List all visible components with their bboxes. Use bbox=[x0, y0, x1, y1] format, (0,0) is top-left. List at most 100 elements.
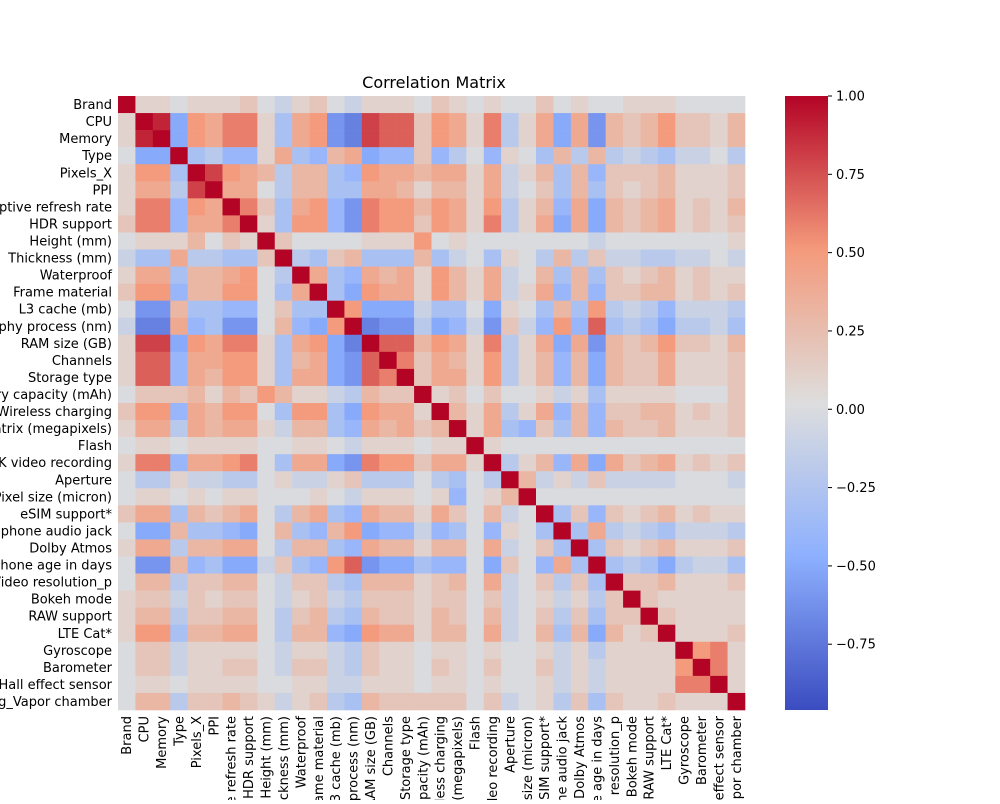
heatmap-cell bbox=[657, 266, 676, 284]
heatmap-cell bbox=[640, 215, 659, 233]
heatmap-cell bbox=[588, 249, 606, 267]
x-tick-label: Battery capacity (mAh) bbox=[416, 716, 431, 800]
heatmap-cell bbox=[257, 96, 276, 114]
heatmap-cell bbox=[205, 181, 223, 199]
heatmap-cell bbox=[675, 420, 694, 438]
heatmap-cell bbox=[344, 385, 363, 404]
heatmap-cell bbox=[396, 675, 415, 694]
heatmap-cell bbox=[152, 420, 171, 438]
heatmap-cell bbox=[483, 317, 502, 336]
heatmap-cell bbox=[257, 471, 276, 489]
heatmap-cell bbox=[205, 590, 223, 608]
heatmap-cell bbox=[605, 215, 624, 233]
heatmap-cell bbox=[414, 266, 432, 284]
heatmap-cell bbox=[239, 130, 258, 148]
heatmap-cell bbox=[692, 130, 711, 148]
heatmap-cell bbox=[170, 164, 188, 182]
heatmap-cell bbox=[135, 590, 154, 608]
heatmap-cell bbox=[570, 403, 589, 421]
heatmap-cell bbox=[344, 130, 363, 148]
heatmap-cell bbox=[292, 403, 310, 421]
heatmap-cell bbox=[640, 607, 659, 626]
heatmap-cell bbox=[501, 113, 519, 131]
heatmap-cell bbox=[379, 420, 397, 438]
heatmap-cell bbox=[727, 692, 746, 711]
heatmap-cell bbox=[553, 471, 572, 489]
heatmap-cell bbox=[205, 454, 223, 472]
heatmap-cell bbox=[588, 624, 606, 643]
heatmap-cell bbox=[222, 590, 241, 608]
heatmap-cell bbox=[414, 488, 432, 506]
heatmap-cell bbox=[152, 658, 171, 677]
heatmap-cell bbox=[675, 692, 694, 711]
heatmap-cell bbox=[570, 181, 589, 199]
x-tick-label: LTE Cat* bbox=[660, 716, 675, 771]
heatmap-cell bbox=[118, 181, 136, 199]
heatmap-cell bbox=[274, 249, 293, 267]
heatmap-cell bbox=[466, 351, 485, 370]
heatmap-cell bbox=[570, 488, 589, 506]
heatmap-cell bbox=[327, 437, 345, 455]
heatmap-cell bbox=[588, 658, 606, 677]
heatmap-cell bbox=[553, 522, 572, 540]
heatmap-cell bbox=[274, 590, 293, 608]
heatmap-cell bbox=[205, 607, 223, 626]
heatmap-cell bbox=[344, 522, 363, 540]
heatmap-cell bbox=[379, 692, 397, 711]
heatmap-cell bbox=[239, 454, 258, 472]
heatmap-cell bbox=[396, 317, 415, 336]
heatmap-cell bbox=[448, 181, 467, 199]
heatmap-cell bbox=[640, 692, 659, 711]
heatmap-cell bbox=[483, 505, 502, 523]
heatmap-cell bbox=[205, 198, 223, 216]
heatmap-cell bbox=[187, 641, 206, 660]
heatmap-cell bbox=[570, 351, 589, 370]
x-tick-label: Phone age in days bbox=[590, 716, 605, 800]
heatmap-cell bbox=[135, 266, 154, 284]
heatmap-cell bbox=[588, 147, 606, 165]
heatmap-cell bbox=[135, 471, 154, 489]
heatmap-cell bbox=[570, 334, 589, 353]
heatmap-cell bbox=[396, 607, 415, 626]
heatmap-cell bbox=[501, 181, 519, 199]
heatmap-cell bbox=[222, 266, 241, 284]
heatmap-cell bbox=[518, 607, 537, 626]
heatmap-cell bbox=[448, 266, 467, 284]
x-tick-label: PPI bbox=[207, 716, 222, 736]
heatmap-cell bbox=[640, 420, 659, 438]
heatmap-cell bbox=[414, 164, 432, 182]
heatmap-cell bbox=[448, 420, 467, 438]
heatmap-cell bbox=[536, 505, 554, 523]
heatmap-cell bbox=[205, 385, 223, 404]
heatmap-cell bbox=[657, 300, 676, 319]
heatmap-cell bbox=[483, 692, 502, 711]
heatmap-cell bbox=[657, 351, 676, 370]
heatmap-cell bbox=[257, 300, 276, 319]
heatmap-cell bbox=[640, 641, 659, 660]
heatmap-cell bbox=[710, 437, 728, 455]
heatmap-cell bbox=[483, 232, 502, 250]
heatmap-cell bbox=[257, 215, 276, 233]
heatmap-cell bbox=[710, 385, 728, 404]
heatmap-cell bbox=[588, 539, 606, 557]
heatmap-cell bbox=[675, 488, 694, 506]
y-tick-label: CPU bbox=[86, 115, 112, 130]
heatmap-cell bbox=[588, 505, 606, 523]
heatmap-cell bbox=[570, 505, 589, 523]
heatmap-cell bbox=[118, 300, 136, 319]
heatmap-cell bbox=[710, 522, 728, 540]
x-tick-label: Channels bbox=[381, 716, 396, 776]
heatmap-cell bbox=[239, 368, 258, 387]
heatmap-cell bbox=[170, 437, 188, 455]
heatmap-cell bbox=[187, 351, 206, 370]
colorbar bbox=[785, 96, 828, 710]
heatmap-cell bbox=[274, 300, 293, 319]
heatmap-cell bbox=[274, 675, 293, 694]
heatmap-cell bbox=[675, 317, 694, 336]
heatmap-cell bbox=[483, 420, 502, 438]
y-tick-label: Phone age in days bbox=[0, 559, 112, 574]
heatmap-cell bbox=[553, 658, 572, 677]
heatmap-cell bbox=[657, 334, 676, 353]
heatmap-cell bbox=[414, 113, 432, 131]
heatmap-cell bbox=[239, 181, 258, 199]
